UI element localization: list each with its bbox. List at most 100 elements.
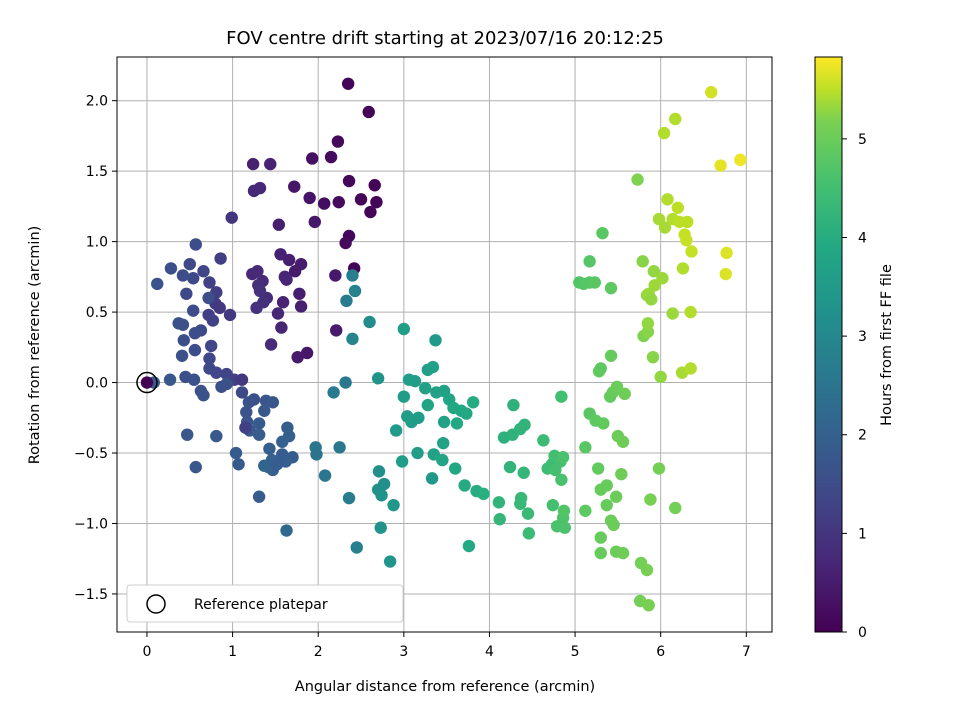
data-point — [522, 527, 536, 540]
data-point — [734, 153, 747, 167]
data-point — [607, 518, 620, 532]
data-point — [368, 179, 381, 192]
data-point — [280, 524, 293, 537]
data-point — [387, 498, 400, 512]
data-point — [507, 398, 520, 412]
data-point — [252, 417, 266, 430]
data-point — [266, 396, 280, 409]
data-point — [294, 300, 308, 313]
data-point — [669, 112, 682, 126]
data-point — [253, 284, 267, 298]
data-point — [555, 390, 568, 403]
data-point — [272, 218, 286, 231]
data-point — [600, 498, 613, 512]
data-point — [276, 296, 290, 309]
y-axis-ticks: −1.5 −1.0 −0.5 0.0 0.5 1.0 1.5 2.0 — [74, 94, 117, 603]
data-point — [429, 334, 442, 347]
data-point — [437, 415, 451, 429]
data-point — [318, 469, 332, 482]
data-point — [583, 255, 596, 268]
data-point — [636, 255, 649, 268]
data-point — [329, 324, 343, 337]
data-point — [656, 272, 669, 285]
data-point — [187, 272, 200, 285]
data-point — [189, 238, 202, 251]
data-point — [517, 466, 530, 479]
x-tick-label: 0 — [143, 644, 152, 660]
data-point — [436, 453, 449, 467]
data-point — [318, 197, 331, 210]
x-tick-label: 3 — [399, 644, 408, 660]
data-point — [458, 479, 471, 492]
data-point — [604, 281, 618, 295]
data-point — [684, 305, 697, 319]
data-point — [657, 126, 671, 140]
data-point — [492, 496, 506, 509]
data-point — [640, 563, 654, 577]
data-point — [263, 442, 276, 455]
data-point — [604, 349, 618, 362]
y-tick-label: 2.0 — [86, 94, 108, 110]
data-point — [288, 265, 302, 278]
data-point — [641, 317, 655, 330]
data-point — [183, 257, 196, 271]
data-point — [558, 521, 571, 534]
data-point — [477, 487, 490, 501]
data-point — [615, 467, 628, 481]
data-point — [339, 236, 352, 250]
data-point — [594, 546, 607, 560]
data-point — [493, 513, 506, 526]
data-point — [556, 451, 570, 464]
data-point — [264, 338, 278, 351]
data-point — [181, 428, 194, 441]
data-point — [240, 405, 253, 419]
data-point — [310, 448, 323, 461]
data-point — [251, 265, 264, 278]
data-point — [680, 234, 693, 247]
data-point — [408, 374, 422, 388]
data-point — [654, 370, 667, 384]
data-point — [719, 267, 732, 281]
data-point — [594, 362, 607, 375]
data-point — [210, 366, 223, 379]
data-point — [250, 301, 263, 315]
x-tick-label: 5 — [571, 644, 580, 660]
data-point — [389, 424, 403, 437]
y-tick-label: −0.5 — [74, 446, 108, 462]
data-point — [346, 332, 359, 346]
data-point — [239, 421, 252, 434]
legend-box — [126, 584, 404, 623]
data-point — [579, 441, 592, 454]
data-point — [342, 491, 356, 505]
data-point — [377, 477, 391, 491]
data-point — [288, 180, 301, 193]
data-point — [348, 284, 362, 298]
data-point — [306, 152, 319, 165]
data-point — [521, 507, 535, 520]
data-point — [666, 307, 679, 320]
data-point — [616, 546, 630, 560]
data-point — [616, 435, 630, 448]
y-axis-label: Rotation from reference (arcmin) — [27, 226, 43, 465]
data-point — [514, 497, 527, 510]
data-point — [449, 462, 462, 475]
data-point — [350, 541, 363, 554]
data-point — [293, 287, 306, 300]
data-point — [276, 435, 289, 448]
data-point — [214, 252, 227, 265]
data-point — [213, 301, 226, 315]
data-point — [187, 304, 200, 317]
x-axis-ticks: 0 1 2 3 4 5 6 7 — [143, 632, 751, 660]
data-point — [421, 398, 435, 412]
data-point — [204, 339, 218, 353]
data-point — [188, 343, 202, 357]
data-point — [681, 215, 694, 229]
y-tick-label: 1.5 — [86, 164, 108, 180]
data-point — [163, 373, 177, 386]
data-point — [303, 191, 316, 205]
data-point — [426, 360, 440, 374]
data-point — [274, 248, 287, 261]
data-point — [324, 150, 338, 164]
data-point — [229, 446, 243, 460]
legend-marker — [146, 594, 166, 614]
